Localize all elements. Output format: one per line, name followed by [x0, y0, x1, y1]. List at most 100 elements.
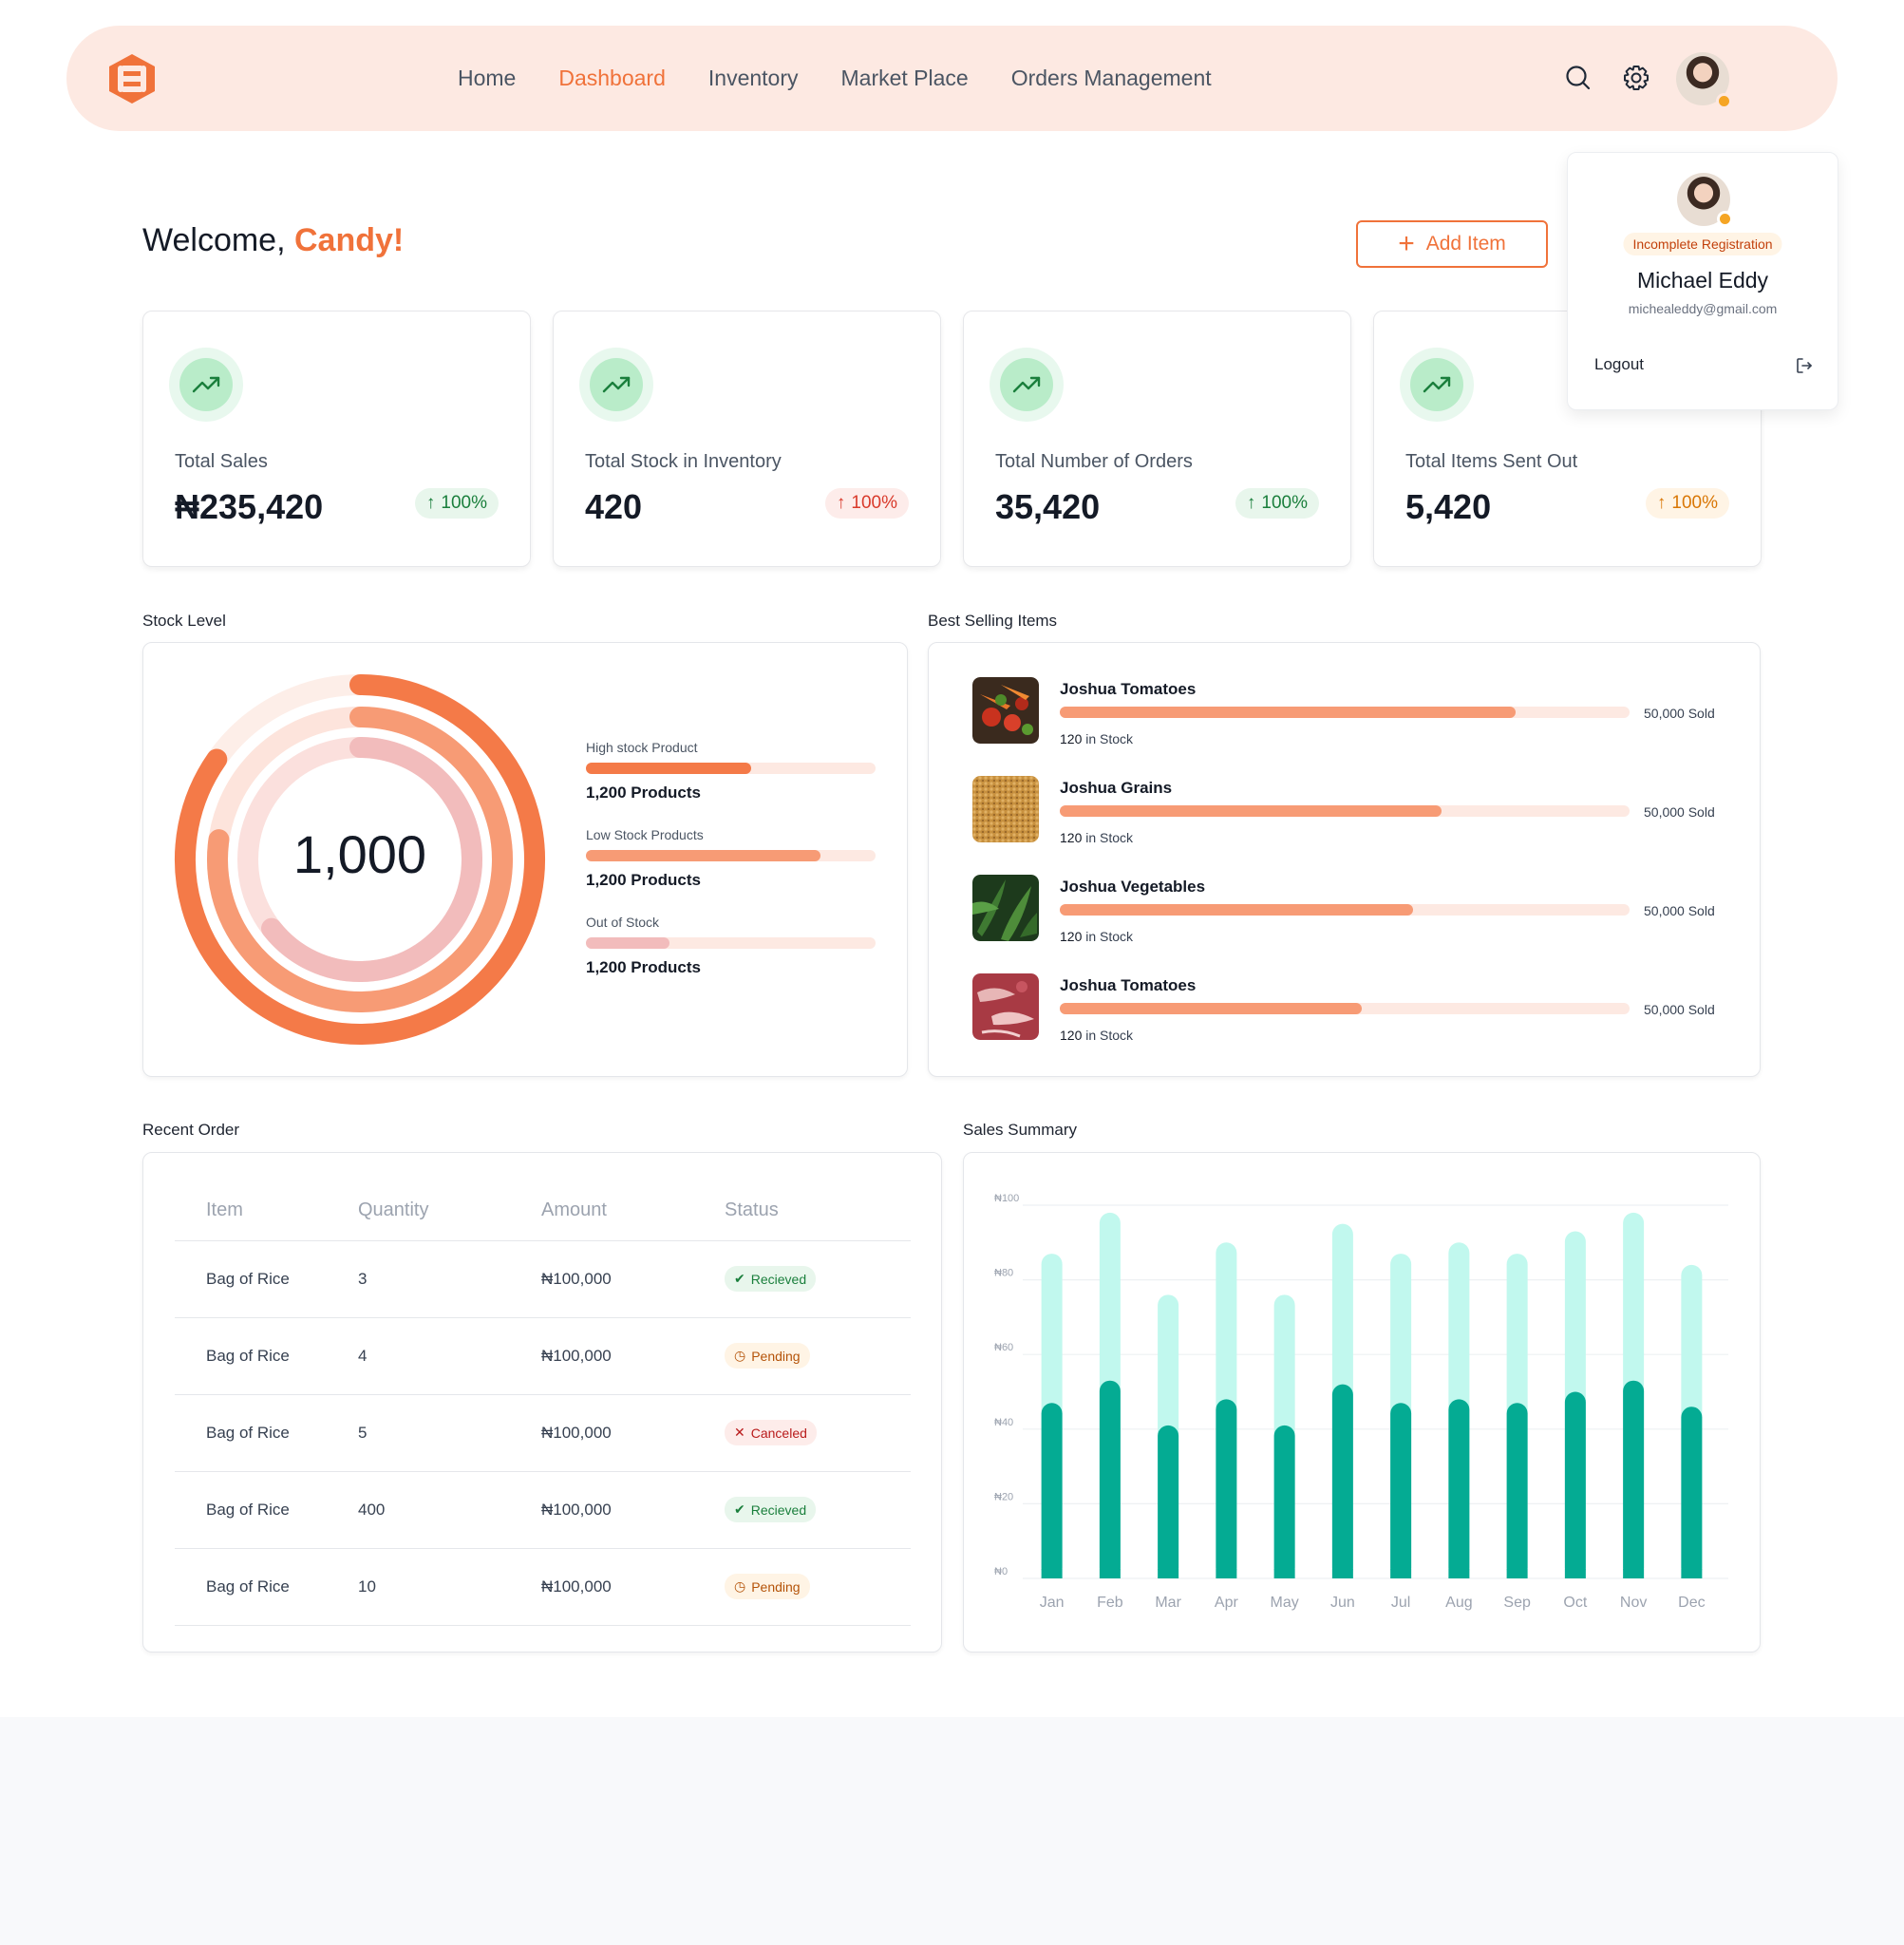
best-item-stock-number: 120 [1060, 731, 1083, 746]
best-item-name: Joshua Tomatoes [1060, 680, 1197, 698]
best-item-stock: 120 in Stock [1060, 1028, 1133, 1043]
sales-bar-value[interactable] [1158, 1425, 1179, 1578]
order-item: Bag of Rice [175, 1471, 358, 1549]
table-row[interactable]: Bag of Rice 5 ₦100,000 ✕ Canceled [175, 1394, 911, 1472]
sales-bar-base [1273, 1569, 1295, 1578]
stat-card-total-sales: Total Sales ₦235,420 ↑ 100% [142, 311, 531, 567]
stat-change-value: 100% [441, 493, 487, 513]
page-footer-band [0, 1717, 1904, 1945]
best-selling-item[interactable]: Joshua Tomatoes 50,000 Sold 120 in Stock [972, 677, 1732, 746]
order-quantity: 400 [358, 1471, 541, 1549]
best-item-sold: 50,000 Sold [1644, 804, 1715, 820]
table-row[interactable]: Bag of Rice 4 ₦100,000 ◷ Pending [175, 1317, 911, 1395]
avatar-status-dot [1716, 93, 1732, 109]
clock-icon: ◷ [734, 1578, 746, 1594]
recent-orders-panel: Item Quantity Amount Status Bag of Rice … [142, 1152, 942, 1652]
nav-link-dashboard[interactable]: Dashboard [558, 66, 666, 90]
profile-email: michealeddy@gmail.com [1628, 301, 1778, 316]
stock-ring-arc [261, 737, 482, 982]
sales-bar-base [1331, 1569, 1353, 1578]
sales-bar-value[interactable] [1506, 1403, 1528, 1578]
column-header-status[interactable]: Status [725, 1181, 911, 1241]
sales-bar-value[interactable] [1623, 1380, 1645, 1578]
stat-card-total-stock: Total Stock in Inventory 420 ↑ 100% [553, 311, 941, 567]
stat-label: Total Stock in Inventory [585, 451, 782, 472]
sales-bar-value[interactable] [1041, 1403, 1063, 1578]
greens-thumbnail [972, 875, 1039, 941]
sales-bar-value[interactable] [1448, 1399, 1470, 1578]
best-sales-track [1060, 805, 1630, 817]
order-item: Bag of Rice [175, 1240, 358, 1318]
best-item-sold: 50,000 Sold [1644, 706, 1715, 721]
best-sales-fill [1060, 1003, 1362, 1014]
profile-name: Michael Eddy [1636, 268, 1769, 293]
table-row[interactable]: Bag of Rice 400 ₦100,000 ✔ Recieved [175, 1471, 911, 1549]
table-row[interactable]: Bag of Rice 3 ₦100,000 ✔ Recieved [175, 1240, 911, 1318]
stat-change-value: 100% [851, 493, 897, 513]
sales-bar-value[interactable] [1331, 1384, 1353, 1578]
stat-change-badge: ↑ 100% [1645, 488, 1729, 519]
order-amount: ₦100,000 [541, 1394, 725, 1472]
stock-level-donut [175, 674, 545, 1045]
y-tick-label: ₦0 [994, 1566, 1008, 1577]
best-sales-fill [1060, 904, 1413, 916]
nav-link-market-place[interactable]: Market Place [840, 66, 969, 90]
best-sales-track [1060, 707, 1630, 718]
column-header-quantity[interactable]: Quantity [358, 1181, 541, 1241]
profile-status-dot [1717, 211, 1733, 227]
y-tick-label: ₦60 [994, 1342, 1013, 1353]
clock-icon: ◷ [734, 1348, 746, 1363]
add-item-label: Add Item [1425, 233, 1506, 255]
sales-bar-base [1041, 1569, 1063, 1578]
trending-up-icon [602, 376, 631, 393]
brand-logo-icon[interactable] [106, 52, 158, 105]
order-amount: ₦100,000 [541, 1240, 725, 1318]
sales-bar-base [1506, 1569, 1528, 1578]
sales-bar-value[interactable] [1273, 1425, 1295, 1578]
profile-dropdown: Incomplete Registration Michael Eddy mic… [1567, 152, 1838, 410]
stat-change-badge: ↑ 100% [1235, 488, 1319, 519]
best-item-stock-number: 120 [1060, 1028, 1083, 1043]
sales-bar-value[interactable] [1564, 1391, 1586, 1579]
logout-button[interactable]: Logout [1594, 355, 1644, 373]
sales-bar-value[interactable] [1681, 1407, 1703, 1578]
sales-bar-value[interactable] [1216, 1399, 1237, 1578]
nav-link-inventory[interactable]: Inventory [707, 66, 799, 90]
stat-icon-wrap [990, 348, 1064, 422]
stat-change-badge: ↑ 100% [824, 488, 909, 519]
sales-summary-title: Sales Summary [963, 1121, 1077, 1139]
table-row[interactable]: Bag of Rice 10 ₦100,000 ◷ Pending [175, 1548, 911, 1626]
best-item-stock-text: in Stock [1085, 929, 1134, 944]
welcome-heading: Welcome, Candy! [142, 222, 404, 259]
column-header-item[interactable]: Item [175, 1181, 358, 1241]
nav-link-orders-management[interactable]: Orders Management [1010, 66, 1212, 90]
stock-progress-fill [586, 763, 751, 774]
nav-link-home[interactable]: Home [458, 66, 517, 90]
order-item: Bag of Rice [175, 1317, 358, 1395]
stock-legend-label: Out of Stock [586, 915, 660, 930]
best-selling-item[interactable]: Joshua Tomatoes 50,000 Sold 120 in Stock [972, 973, 1732, 1043]
x-tick-label: Oct [1563, 1595, 1587, 1611]
sales-bar-value[interactable] [1099, 1380, 1121, 1578]
best-selling-item[interactable]: Joshua Grains 50,000 Sold 120 in Stock [972, 776, 1732, 845]
best-item-stock-text: in Stock [1085, 1028, 1134, 1043]
best-item-stock-text: in Stock [1085, 731, 1134, 746]
stock-level-title: Stock Level [142, 612, 226, 630]
stock-legend-item: Low Stock Products 1,200 Products [586, 827, 876, 890]
add-item-button[interactable]: + Add Item [1356, 220, 1548, 268]
search-icon[interactable] [1562, 62, 1594, 94]
settings-gear-icon[interactable] [1620, 62, 1652, 94]
recent-order-title: Recent Order [142, 1121, 240, 1139]
stock-legend-value: 1,200 Products [586, 958, 701, 976]
stat-value: 5,420 [1405, 487, 1492, 526]
best-item-stock: 120 in Stock [1060, 830, 1133, 845]
best-item-stock-text: in Stock [1085, 830, 1134, 845]
sales-bar-base [1099, 1569, 1121, 1578]
best-selling-item[interactable]: Joshua Vegetables 50,000 Sold 120 in Sto… [972, 875, 1732, 944]
stock-center-value: 1,000 [292, 824, 427, 884]
stat-label: Total Number of Orders [995, 451, 1193, 472]
y-tick-label: ₦40 [994, 1417, 1013, 1428]
sales-bar-value[interactable] [1390, 1403, 1412, 1578]
logout-icon[interactable] [1794, 355, 1815, 376]
column-header-amount[interactable]: Amount [541, 1181, 725, 1241]
